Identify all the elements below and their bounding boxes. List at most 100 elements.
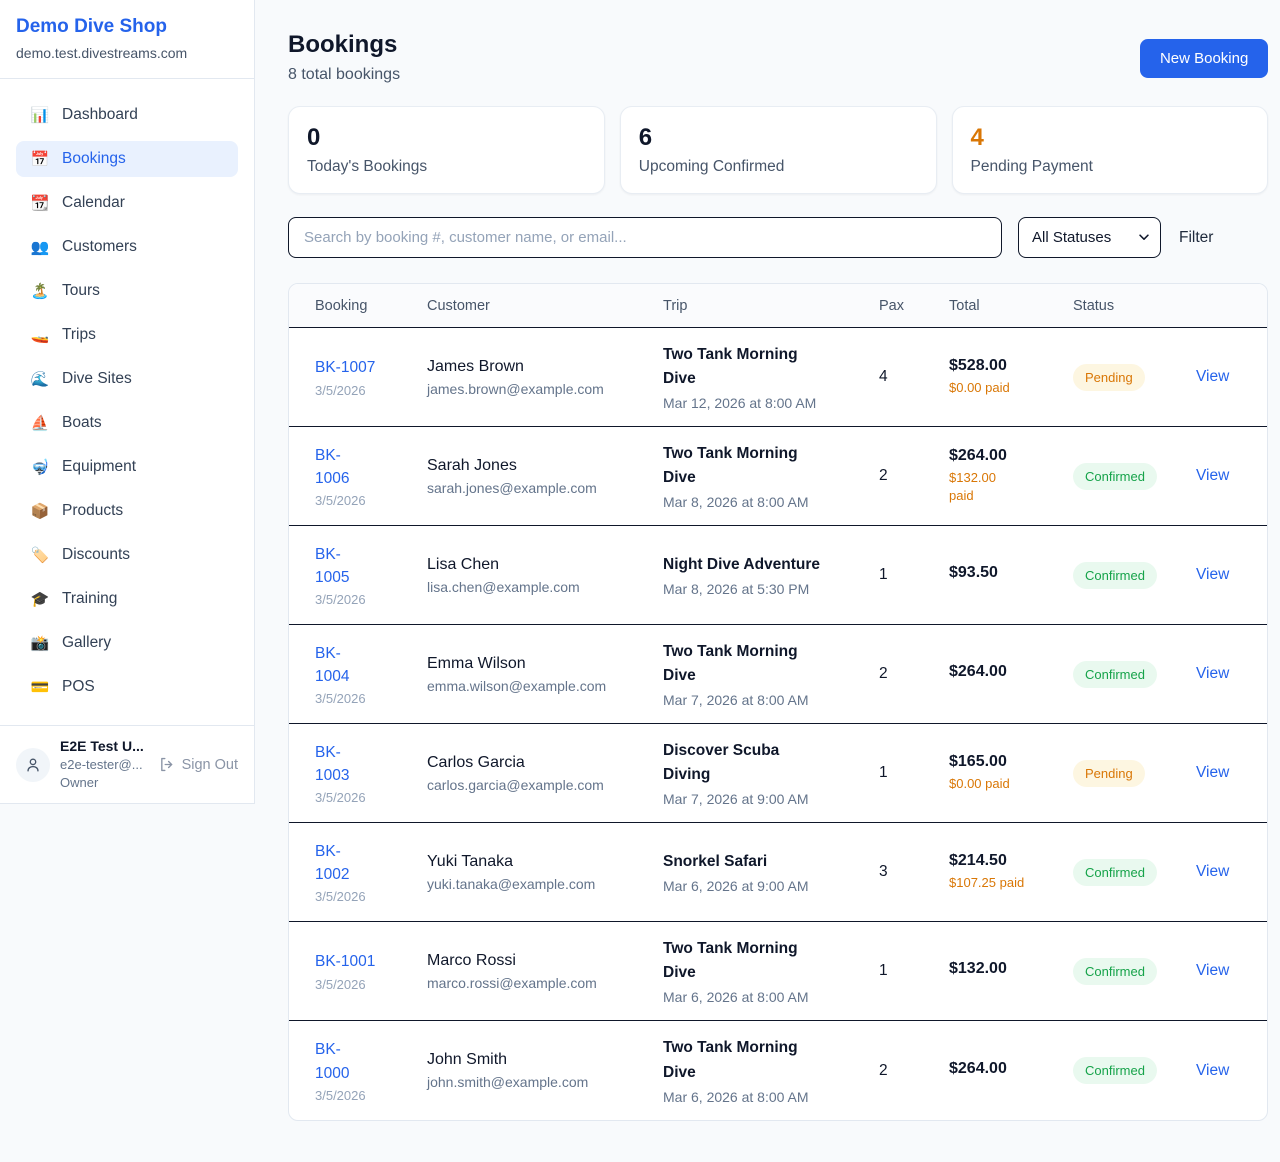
view-link[interactable]: View (1196, 665, 1230, 682)
sidebar-item-dive-sites[interactable]: 🌊 Dive Sites (16, 361, 238, 397)
view-link[interactable]: View (1196, 368, 1230, 385)
stat-label: Today's Bookings (307, 158, 428, 175)
stat-card-todays-bookings: 0 Today's Bookings (288, 106, 605, 194)
bookings-table: Booking Customer Trip Pax Total Status B… (288, 283, 1269, 1121)
status-badge: Pending (1073, 759, 1145, 787)
sidebar-item-bookings[interactable]: 📅 Bookings (16, 141, 238, 177)
sidebar-item-products[interactable]: 📦 Products (16, 493, 238, 529)
booking-id-link[interactable]: BK- 1004 (315, 644, 350, 685)
stat-label: Upcoming Confirmed (638, 158, 785, 175)
sidebar-item-label: Calendar (62, 194, 125, 211)
sidebar-item-boats[interactable]: ⛵ Boats (16, 405, 238, 441)
sidebar-item-trips[interactable]: 🚤 Trips (16, 317, 238, 353)
sidebar-item-pos[interactable]: 💳 POS (16, 669, 238, 705)
sidebar-item-customers[interactable]: 👥 Customers (16, 229, 238, 265)
filter-button[interactable]: Filter (1179, 228, 1214, 246)
page-header: Bookings 8 total bookings New Booking (288, 31, 1269, 84)
col-header-trip: Trip (663, 297, 688, 314)
booking-id-link[interactable]: BK-1007 (315, 359, 376, 377)
customer-name: Lisa Chen (427, 555, 500, 573)
status-badge: Confirmed (1073, 858, 1157, 886)
sidebar-item-calendar[interactable]: 📆 Calendar (16, 185, 238, 221)
total-amount: $264.00 (949, 446, 1007, 464)
trip-datetime: Mar 6, 2026 at 9:00 AM (663, 878, 809, 894)
stat-value: 6 (638, 124, 653, 151)
sidebar-item-label: Equipment (62, 458, 137, 475)
status-badge: Confirmed (1073, 1057, 1157, 1084)
status-filter-select[interactable]: All Statuses (1018, 217, 1161, 258)
shop-name: Demo Dive Shop (16, 16, 167, 37)
wave-icon: 🌊 (30, 371, 50, 388)
paid-amount: $107.25 paid (949, 874, 1025, 890)
sidebar-nav: 📊 Dashboard 📅 Bookings 📆 Calendar 👥 Cust… (0, 79, 254, 725)
pax-count: 1 (879, 764, 888, 781)
sidebar-item-label: Bookings (62, 150, 126, 167)
booking-id-link[interactable]: BK- 1000 (315, 1041, 350, 1082)
sign-out-button[interactable]: Sign Out (158, 756, 238, 773)
view-link[interactable]: View (1196, 566, 1230, 583)
sailboat-icon: ⛵ (30, 415, 50, 432)
customer-email: james.brown@example.com (427, 380, 604, 397)
booking-id-link[interactable]: BK-1001 (315, 953, 376, 971)
status-select-wrap: All Statuses (1018, 217, 1161, 258)
stat-value: 0 (307, 124, 321, 151)
col-header-status: Status (1073, 297, 1115, 314)
total-amount: $93.50 (949, 564, 998, 581)
sidebar-item-equipment[interactable]: 🤿 Equipment (16, 449, 238, 485)
stats-cards: 0 Today's Bookings 6 Upcoming Confirmed … (288, 106, 1269, 194)
customer-email: carlos.garcia@example.com (427, 776, 604, 793)
view-link[interactable]: View (1196, 863, 1230, 880)
total-amount: $264.00 (949, 663, 1007, 680)
trip-name: Two Tank Morning Dive (663, 444, 798, 486)
booking-date: 3/5/2026 (315, 1087, 366, 1103)
avatar (16, 747, 50, 782)
sidebar-item-label: Gallery (62, 634, 112, 651)
booking-id-link[interactable]: BK- 1003 (315, 743, 350, 784)
sidebar-item-label: Tours (62, 282, 100, 299)
sidebar-item-discounts[interactable]: 🏷️ Discounts (16, 537, 238, 573)
status-badge: Confirmed (1073, 462, 1157, 490)
booking-id-link[interactable]: BK- 1005 (315, 545, 350, 586)
person-icon (27, 758, 39, 772)
booking-date: 3/5/2026 (315, 592, 366, 608)
stat-card-upcoming-confirmed: 6 Upcoming Confirmed (619, 106, 937, 194)
booking-date: 3/5/2026 (315, 976, 366, 992)
package-icon: 📦 (30, 503, 50, 520)
sidebar-item-label: Customers (62, 238, 137, 255)
view-link[interactable]: View (1196, 467, 1230, 484)
booking-id-link[interactable]: BK- 1002 (315, 842, 350, 883)
table-row: BK- 1000 3/5/2026 John Smith john.smith@ex… (289, 1021, 1267, 1120)
col-header-total: Total (949, 297, 980, 314)
sidebar-item-label: Products (62, 502, 124, 519)
page-header-text: Bookings 8 total bookings (288, 31, 400, 84)
search-input[interactable] (288, 217, 1002, 258)
view-link[interactable]: View (1196, 764, 1230, 781)
trip-name: Two Tank Morning Dive (663, 642, 798, 684)
sidebar-item-label: Trips (62, 326, 96, 343)
sidebar-item-dashboard[interactable]: 📊 Dashboard (16, 97, 238, 133)
customer-email: marco.rossi@example.com (427, 974, 597, 991)
customer-email: sarah.jones@example.com (427, 479, 597, 496)
dashboard-icon: 📊 (30, 107, 50, 124)
stat-label: Pending Payment (970, 158, 1093, 175)
table-row: BK- 1003 3/5/2026 Carlos Garcia carlos.gar… (289, 724, 1268, 823)
view-link[interactable]: View (1196, 1061, 1230, 1079)
page-subtitle: 8 total bookings (288, 66, 401, 83)
total-amount: $165.00 (949, 752, 1007, 770)
booking-id-link[interactable]: BK- 1006 (315, 446, 350, 487)
pax-count: 1 (879, 566, 888, 583)
view-link[interactable]: View (1196, 962, 1230, 979)
booking-date: 3/5/2026 (315, 691, 366, 707)
sign-out-label: Sign Out (181, 756, 238, 773)
new-booking-button[interactable]: New Booking (1139, 39, 1269, 78)
calendar-pad-icon: 📆 (30, 195, 50, 212)
sidebar-item-training[interactable]: 🎓 Training (16, 581, 238, 617)
user-info: E2E Test U... e2e-tester@... Owner (60, 738, 148, 791)
page-title: Bookings (288, 31, 398, 58)
sidebar-item-gallery[interactable]: 📸 Gallery (16, 625, 238, 661)
speedboat-icon: 🚤 (30, 327, 50, 344)
sidebar-item-tours[interactable]: 🏝️ Tours (16, 273, 238, 309)
stat-value: 4 (970, 124, 984, 151)
customer-email: emma.wilson@example.com (427, 677, 607, 694)
